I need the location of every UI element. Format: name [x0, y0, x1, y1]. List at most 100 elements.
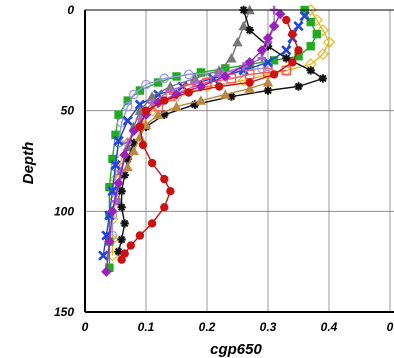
data-point: [294, 46, 303, 55]
data-point: [171, 101, 182, 111]
data-point: [135, 231, 145, 240]
data-point: [232, 37, 243, 47]
data-point: [160, 110, 169, 119]
data-point: [281, 45, 292, 56]
data-point: [322, 36, 336, 49]
x-tick-label: 0.3: [260, 320, 277, 334]
data-point: [160, 203, 169, 212]
data-point: [117, 255, 126, 264]
data-point: [312, 29, 321, 39]
data-point: [129, 89, 139, 100]
data-point: [262, 32, 274, 44]
data-point: [244, 83, 255, 93]
data-point: [184, 88, 193, 97]
data-point: [113, 177, 124, 189]
data-point: [269, 70, 279, 79]
data-point: [263, 86, 273, 95]
data-point: [282, 15, 291, 25]
data-point: [166, 187, 175, 196]
x-axis-label: cgp650: [210, 341, 262, 358]
data-point: [316, 48, 329, 61]
data-point: [171, 89, 182, 100]
data-point: [123, 96, 132, 105]
data-point: [215, 82, 224, 91]
data-point: [128, 145, 139, 156]
plot-background: [85, 10, 394, 312]
data-point: [160, 174, 169, 184]
data-point: [141, 79, 151, 90]
data-point: [110, 159, 121, 171]
data-point: [135, 122, 145, 131]
series-11: [117, 15, 303, 264]
data-point: [105, 263, 114, 272]
x-tick-label: 0.1: [138, 320, 155, 334]
data-point: [119, 149, 130, 161]
x-tick-label: 0.2: [199, 320, 216, 334]
data-point: [306, 66, 315, 75]
x-tick-label: 0: [82, 320, 89, 334]
data-point: [135, 86, 145, 95]
data-point: [159, 73, 170, 84]
data-point: [214, 65, 225, 75]
x-tick-label: 0: [387, 320, 394, 334]
data-point: [107, 206, 118, 217]
data-point: [244, 57, 255, 68]
data-point: [318, 74, 328, 83]
x-tick-label: 0.4: [321, 320, 338, 334]
data-point: [190, 78, 199, 87]
data-point: [189, 73, 200, 83]
data-point: [220, 71, 231, 82]
data-point: [316, 24, 329, 37]
y-tick-label: 0: [67, 3, 74, 17]
data-point: [288, 58, 297, 67]
data-point: [147, 158, 157, 168]
data-point: [294, 82, 303, 91]
data-point: [299, 10, 310, 22]
y-tick-label: 50: [61, 104, 75, 118]
data-point: [183, 69, 194, 80]
data-point: [257, 54, 267, 63]
data-point: [190, 100, 199, 109]
data-point: [220, 89, 231, 99]
data-point: [221, 64, 230, 73]
data-point: [154, 78, 163, 87]
data-point: [114, 110, 123, 119]
data-point: [141, 106, 151, 115]
data-point: [166, 86, 175, 95]
data-point: [160, 96, 169, 105]
tick-labels: 0 0.1 0.2 0.3 0.4 0 0 50 100 150: [54, 3, 394, 334]
data-point: [107, 186, 118, 197]
data-point: [117, 235, 126, 244]
data-point: [196, 68, 206, 77]
data-point: [215, 70, 224, 79]
series-line: [127, 81, 269, 168]
data-point: [262, 77, 274, 87]
data-point: [117, 203, 126, 212]
data-point: [293, 20, 304, 32]
data-point: [114, 247, 123, 256]
data-point: [113, 138, 124, 148]
data-point: [146, 91, 158, 101]
y-tick-label: 150: [54, 305, 74, 319]
grid-lines: [85, 10, 394, 312]
data-point: [306, 17, 315, 27]
data-point: [269, 56, 279, 65]
data-point: [129, 138, 138, 148]
data-point: [227, 92, 236, 101]
y-axis-label: Depth: [20, 142, 37, 185]
data-point: [245, 25, 254, 35]
data-point: [120, 219, 129, 228]
data-point: [245, 78, 254, 87]
data-point: [165, 81, 176, 91]
data-point: [294, 52, 303, 61]
data-point: [275, 8, 286, 20]
data-point: [113, 135, 124, 146]
data-point: [122, 161, 133, 172]
data-point: [117, 187, 126, 196]
data-point: [226, 53, 237, 63]
data-point: [98, 250, 109, 261]
data-point: [126, 241, 135, 250]
data-point: [111, 130, 120, 140]
data-point: [101, 266, 112, 277]
